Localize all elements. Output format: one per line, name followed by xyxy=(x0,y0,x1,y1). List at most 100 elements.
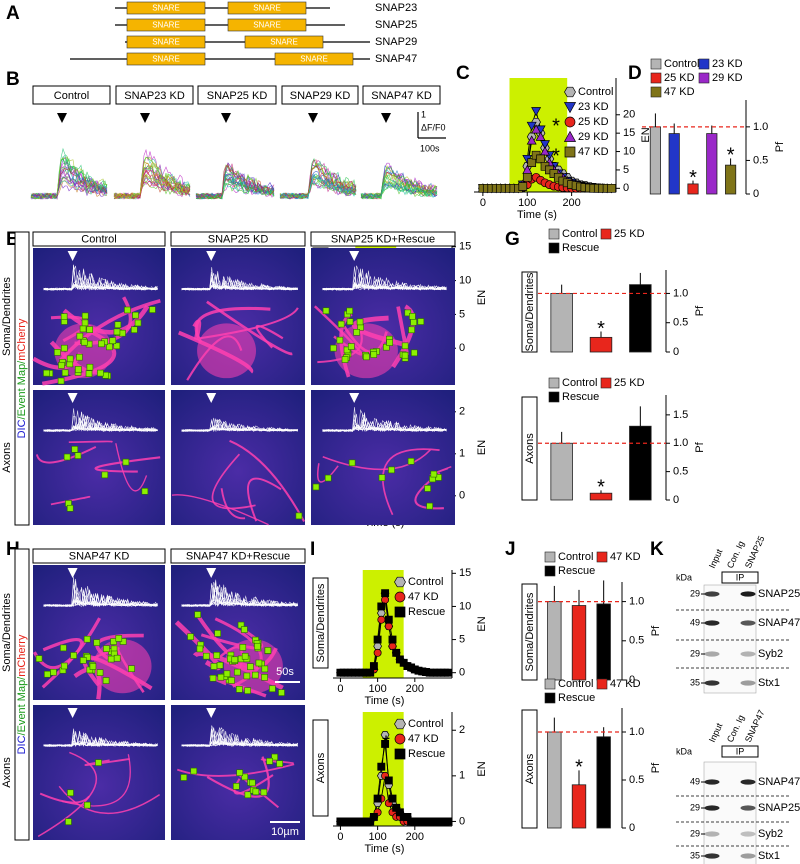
legend-label: 23 KD xyxy=(578,101,609,113)
event-square xyxy=(261,665,269,673)
y-tick-label: 10 xyxy=(459,274,471,286)
event-square xyxy=(113,342,121,350)
neurite xyxy=(206,756,270,798)
space-scale-label: 10µm xyxy=(271,826,299,838)
legend-swatch xyxy=(596,678,608,690)
y-tick-label: 0 xyxy=(753,188,759,200)
event-square xyxy=(71,446,79,453)
ip-label: IP xyxy=(736,746,745,756)
event-square xyxy=(134,319,142,327)
event-square xyxy=(76,332,84,340)
data-point xyxy=(388,642,397,651)
band xyxy=(704,620,720,626)
calcium-trace xyxy=(279,180,357,200)
mw-marker: 49 xyxy=(690,776,700,786)
mw-marker: 29 xyxy=(690,648,700,658)
lane-label: Input xyxy=(707,547,725,570)
panel-letter: K xyxy=(650,539,664,560)
event-square xyxy=(410,318,417,326)
legend-swatch xyxy=(600,228,612,240)
micrograph xyxy=(33,390,165,525)
stimulus-arrow xyxy=(349,393,360,403)
y-tick-label: 0.5 xyxy=(673,466,688,478)
event-square xyxy=(63,453,71,461)
event-square xyxy=(401,342,409,350)
significance-star: * xyxy=(597,318,605,340)
event-square xyxy=(86,363,94,371)
event-square xyxy=(106,343,113,351)
stimulus-arrow xyxy=(67,251,78,261)
event-square xyxy=(252,788,260,796)
event-trace xyxy=(43,576,158,607)
stimulus-arrow xyxy=(349,251,360,261)
legend-swatch xyxy=(600,377,612,389)
event-square xyxy=(337,320,345,328)
legend-label: Rescue xyxy=(562,391,599,403)
bar xyxy=(547,601,562,681)
event-square xyxy=(216,662,224,669)
neurite xyxy=(62,304,150,335)
neurite xyxy=(73,666,102,700)
lane-label: Input xyxy=(707,721,725,744)
legend-swatch xyxy=(544,565,556,577)
data-point xyxy=(384,615,393,624)
calcium-trace xyxy=(196,183,275,199)
event-square xyxy=(346,307,353,315)
lane-label: SNAP25 xyxy=(743,534,767,570)
neurite xyxy=(211,453,256,510)
y-tick-label: 15 xyxy=(623,127,635,139)
legend-swatch xyxy=(544,678,556,690)
ip-label: IP xyxy=(736,572,745,582)
y-tick-label: 0 xyxy=(459,815,465,827)
x-tick-label: 200 xyxy=(406,683,424,695)
event-square xyxy=(383,343,390,351)
event-square xyxy=(244,791,252,799)
event-square xyxy=(260,788,268,796)
event-square xyxy=(401,351,409,359)
event-square xyxy=(61,369,69,377)
y-tick-label: 10 xyxy=(459,600,471,612)
event-square xyxy=(236,769,243,777)
y-axis-label: EN xyxy=(640,127,652,142)
condition-label: SNAP23 KD xyxy=(124,90,185,102)
neurite xyxy=(206,300,293,356)
data-point xyxy=(373,635,382,644)
stain-label: DIC/Event Map/mCherry xyxy=(16,318,28,438)
column-label: Control xyxy=(81,233,116,245)
neurite xyxy=(37,751,98,838)
event-square xyxy=(98,340,105,348)
event-square xyxy=(408,326,415,334)
condition-box xyxy=(281,85,359,105)
band xyxy=(740,591,756,597)
event-square xyxy=(244,687,251,694)
legend-label: Control xyxy=(562,228,597,240)
y-axis-label: EN xyxy=(476,440,488,455)
stain-part: DIC xyxy=(16,419,28,438)
event-square xyxy=(347,343,355,350)
mw-marker: 29 xyxy=(690,588,700,598)
stimulus-arrow xyxy=(67,568,78,578)
neurite xyxy=(176,763,295,777)
event-square xyxy=(348,459,356,467)
y-tick-label: 0 xyxy=(629,674,635,686)
mw-marker: 49 xyxy=(690,617,700,627)
region-label: Soma/Dendrites xyxy=(524,592,536,671)
data-point xyxy=(373,648,382,657)
band xyxy=(740,831,756,837)
calcium-trace xyxy=(360,167,437,200)
neurite xyxy=(382,448,440,516)
micrograph xyxy=(171,390,305,525)
bar xyxy=(571,605,587,681)
data-point xyxy=(527,158,537,167)
calcium-trace xyxy=(195,171,275,200)
event-square xyxy=(93,639,101,646)
region-label: Axons xyxy=(315,752,327,783)
kda-label: kDa xyxy=(676,746,692,756)
region-label: Axons xyxy=(524,753,536,784)
event-square xyxy=(312,483,320,491)
data-point xyxy=(392,648,401,657)
time-scale-label: 50s xyxy=(276,666,294,678)
y-tick-label: 0 xyxy=(459,490,465,502)
legend-swatch xyxy=(698,58,710,70)
